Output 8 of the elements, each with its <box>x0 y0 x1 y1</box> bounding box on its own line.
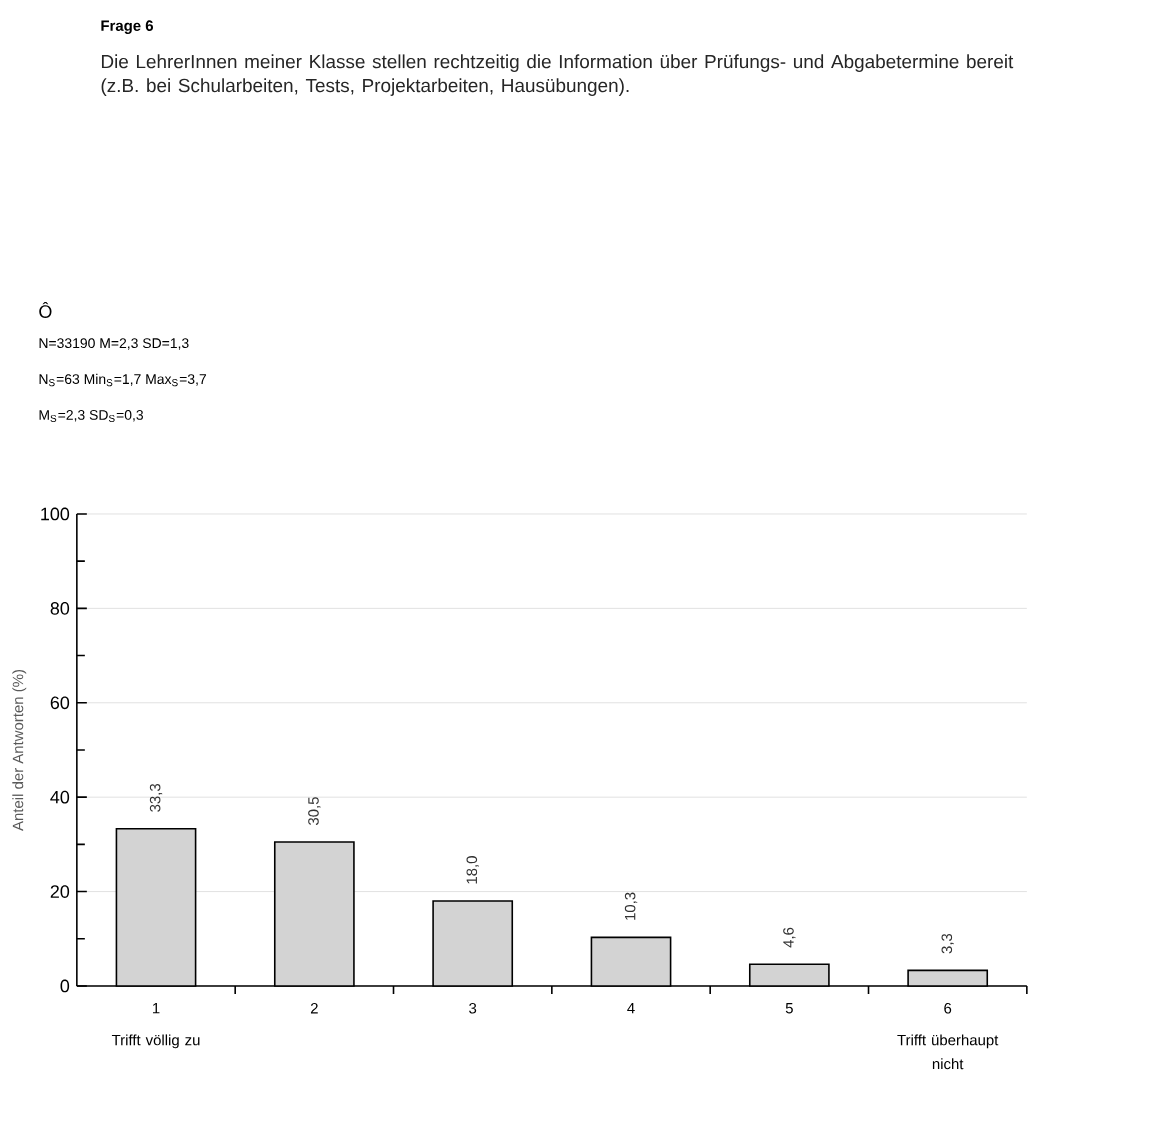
y-tick-label: 60 <box>50 696 70 710</box>
y-tick-label: 0 <box>60 979 70 993</box>
y-tick-label: 20 <box>50 885 70 898</box>
y-tick-label: 100 <box>41 507 70 521</box>
y-tick-label: 40 <box>50 790 70 804</box>
chart-subtitle: Die LehrerInnen meiner Klasse stellen rechtzeitig die Information über Prüfungs- und Abgabetermine bereit (z.B. bei Schularbeiten, Tests, Projektarbeiten, Hausübungen). <box>101 54 1014 96</box>
text: Ô <box>39 302 52 318</box>
y-tick-label: 80 <box>50 602 70 615</box>
